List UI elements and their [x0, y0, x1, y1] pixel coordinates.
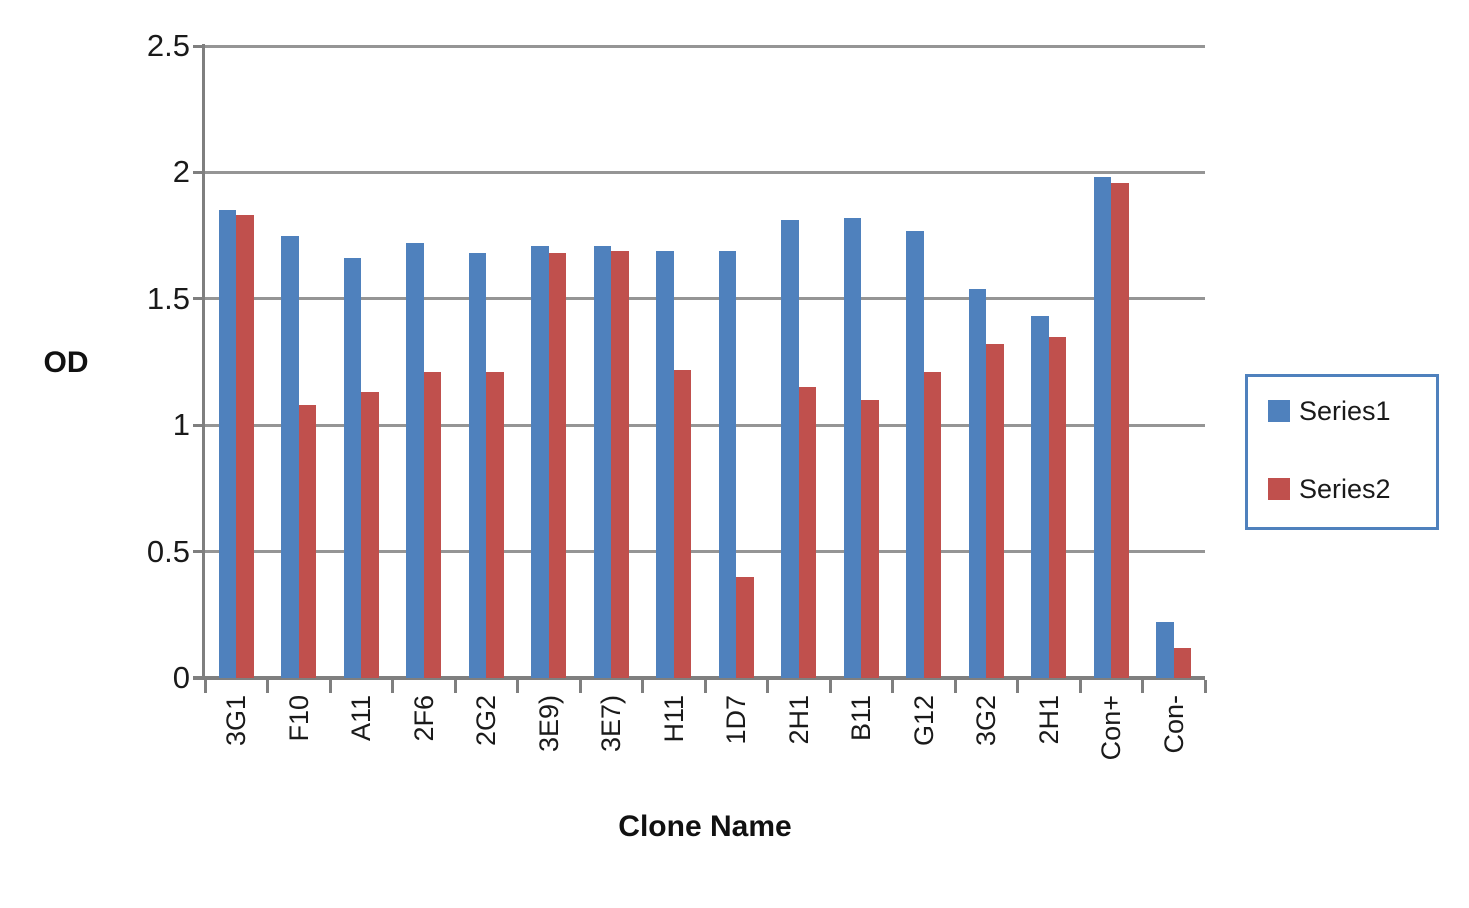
- bar-series1-B11: [843, 217, 862, 678]
- bar-series1-2H1: [1031, 316, 1049, 678]
- bar-series1-F10: [281, 235, 299, 678]
- bar-series2-3G2: [986, 344, 1004, 678]
- bar-series2-1D7: [736, 576, 754, 678]
- x-axis-line: [193, 676, 1205, 680]
- bar-series2-3G1: [236, 215, 254, 678]
- x-tick-4: [453, 680, 457, 693]
- x-category-label-Con+: Con+: [1096, 695, 1127, 761]
- bar-series2-2G2: [486, 372, 504, 678]
- x-category-label-H11: H11: [658, 695, 689, 743]
- x-tick-8: [703, 680, 707, 693]
- y-tick-1: [193, 423, 205, 427]
- bar-series1-H11: [656, 250, 674, 678]
- y-axis-line: [202, 44, 205, 680]
- gridline-2: [205, 170, 1205, 174]
- bar-series1-2G2: [468, 253, 487, 678]
- y-tick-label-1.5: 1.5: [146, 280, 190, 316]
- bar-series1-3E9): [531, 245, 549, 678]
- x-tick-11: [891, 680, 894, 693]
- x-category-label-Con-: Con-: [1158, 695, 1189, 754]
- legend: Series1 Series2: [1245, 374, 1439, 530]
- gridline-1: [205, 423, 1205, 427]
- legend-label-series2: Series2: [1299, 474, 1391, 504]
- x-axis-title: Clone Name: [618, 810, 792, 843]
- y-tick-label-0: 0: [172, 660, 190, 695]
- y-tick-label-2.5: 2.5: [146, 28, 190, 63]
- bar-series1-2H1: [781, 220, 799, 678]
- bar-series2-3E7): [611, 250, 629, 678]
- gridline-1.5: [205, 297, 1205, 301]
- x-tick-7: [641, 680, 644, 693]
- x-category-label-F10: F10: [283, 695, 314, 742]
- bar-series1-Con+: [1093, 177, 1112, 678]
- x-category-label-B11: B11: [846, 695, 877, 742]
- bar-series2-A11: [361, 392, 379, 678]
- legend-label-series1: Series1: [1299, 396, 1391, 426]
- x-tick-1: [266, 680, 269, 693]
- x-category-label-3E9): 3E9): [533, 695, 564, 753]
- x-tick-10: [828, 680, 832, 693]
- bar-series2-2F6: [423, 372, 442, 678]
- bar-series1-A11: [343, 258, 362, 678]
- x-category-label-A11: A11: [346, 695, 377, 742]
- x-category-label-2H1: 2H1: [1033, 695, 1064, 745]
- legend-entry-series1: Series1: [1268, 396, 1391, 426]
- y-tick-label-2: 2: [172, 154, 190, 190]
- bar-series2-B11: [861, 399, 879, 678]
- y-tick-0.5: [193, 550, 205, 554]
- bar-series2-H11: [673, 369, 692, 678]
- x-category-label-3G1: 3G1: [221, 695, 252, 747]
- x-category-label-G12: G12: [908, 695, 939, 747]
- legend-entry-series2: Series2: [1268, 474, 1391, 504]
- x-tick-14: [1078, 680, 1082, 693]
- x-category-label-3E7): 3E7): [596, 695, 627, 753]
- y-axis-title: OD: [43, 346, 89, 379]
- y-tick-2.5: [193, 44, 205, 48]
- x-tick-12: [953, 680, 957, 693]
- bar-series2-Con+: [1111, 182, 1129, 678]
- x-tick-2: [328, 680, 332, 693]
- legend-swatch-series2: [1268, 478, 1290, 500]
- bar-series2-F10: [298, 404, 317, 678]
- y-tick-2: [193, 170, 205, 174]
- x-tick-3: [391, 680, 394, 693]
- bar-series1-3E7): [593, 245, 612, 678]
- x-category-label-3G2: 3G2: [971, 695, 1002, 747]
- gridline-2.5: [205, 44, 1205, 48]
- bar-series2-G12: [923, 372, 942, 678]
- bar-series1-2F6: [406, 243, 424, 678]
- bar-series1-Con-: [1156, 622, 1174, 678]
- bar-series2-3E9): [548, 253, 567, 678]
- x-tick-13: [1016, 680, 1019, 693]
- bar-series2-2H1: [798, 387, 817, 678]
- x-category-label-2G2: 2G2: [471, 695, 502, 747]
- x-tick-9: [766, 680, 769, 693]
- bar-series1-3G2: [968, 288, 987, 678]
- x-tick-5: [516, 680, 519, 693]
- bar-series1-G12: [906, 230, 924, 678]
- x-tick-6: [578, 680, 582, 693]
- gridline-0.5: [205, 550, 1205, 554]
- bar-series1-1D7: [718, 250, 737, 678]
- x-category-label-1D7: 1D7: [721, 695, 752, 745]
- x-category-label-2H1: 2H1: [783, 695, 814, 745]
- legend-swatch-series1: [1268, 400, 1290, 422]
- y-tick-label-1: 1: [172, 407, 190, 443]
- x-tick-0: [203, 680, 207, 693]
- y-tick-label-0.5: 0.5: [146, 533, 190, 569]
- x-tick-16: [1203, 680, 1207, 693]
- y-tick-1.5: [193, 297, 205, 301]
- bar-series2-2H1: [1048, 336, 1067, 678]
- bar-series2-Con-: [1173, 647, 1192, 678]
- bar-series1-3G1: [218, 210, 237, 678]
- x-tick-15: [1141, 680, 1144, 693]
- x-category-label-2F6: 2F6: [408, 695, 439, 742]
